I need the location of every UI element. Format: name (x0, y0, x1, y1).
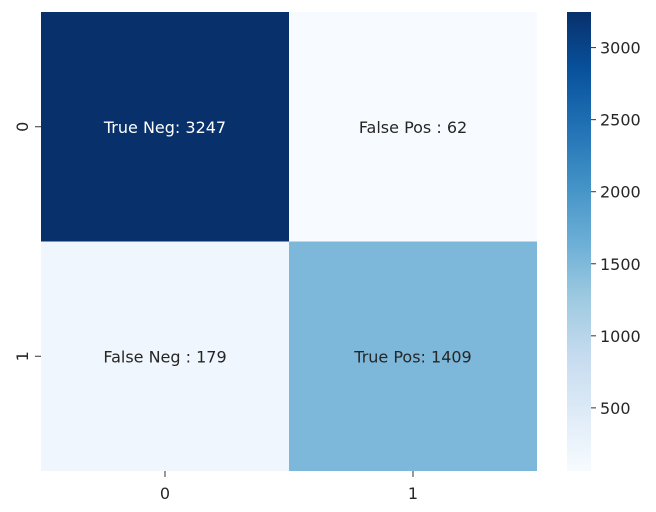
colorbar-tick-label: 2500 (600, 111, 641, 130)
y-tick-label: 1 (13, 351, 32, 361)
colorbar-tick-label: 2000 (600, 183, 641, 202)
colorbar-tick-label: 1500 (600, 255, 641, 274)
colorbar-tick-label: 1000 (600, 327, 641, 346)
cell-label-0-1: False Pos : 62 (359, 118, 467, 137)
colorbar-tick-label: 3000 (600, 39, 641, 58)
heatmap-cell-0-0 (41, 12, 289, 242)
x-tick-label: 1 (408, 484, 418, 503)
cell-label-1-0: False Neg : 179 (103, 347, 226, 366)
heatmap-cell-1-0 (41, 241, 289, 471)
cell-label-1-1: True Pos: 1409 (353, 347, 471, 366)
heatmap-cell-0-1 (289, 12, 537, 242)
cell-label-0-0: True Neg: 3247 (103, 118, 226, 137)
y-tick-label: 0 (13, 122, 32, 132)
colorbar-tick-label: 500 (600, 399, 631, 418)
colorbar-gradient (567, 12, 591, 471)
colorbar: 500 1000 1500 2000 2500 3000 (567, 12, 641, 471)
heatmap-cells (41, 12, 537, 471)
y-axis: 01 (13, 122, 41, 361)
x-tick-label: 0 (160, 484, 170, 503)
heatmap-cell-1-1 (289, 241, 537, 471)
cell-annotations: True Neg: 3247 False Pos : 62 False Neg : … (103, 118, 472, 367)
